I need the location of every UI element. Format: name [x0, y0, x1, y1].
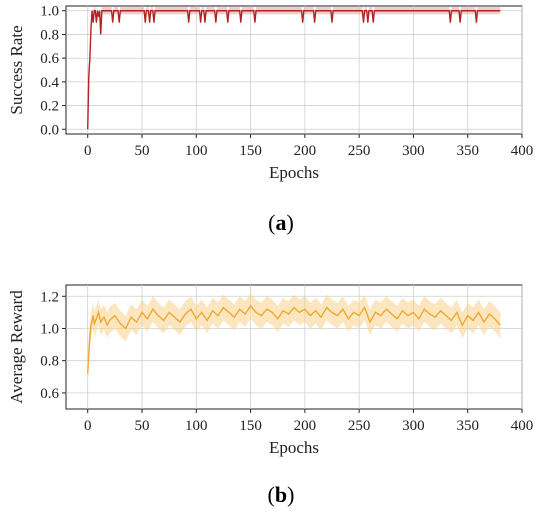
y-tick-label: 0.8 [40, 27, 59, 43]
y-axis-label-a: Success Rate [7, 25, 26, 114]
caption-b-close: ) [287, 482, 294, 507]
grid-a [66, 6, 523, 134]
series-b [87, 304, 501, 374]
series-band-a [87, 7, 501, 133]
series-a [87, 10, 501, 130]
average-reward-chart: 0 50 100 150 200 250 300 350 400 0.6 0.8 1.0 1.2 Ep… [7, 284, 533, 507]
y-tick-label: 1.2 [40, 289, 59, 305]
y-tick-label: 0.8 [40, 354, 59, 370]
series-line [87, 10, 501, 130]
y-axis-label-b: Average Reward [7, 290, 26, 404]
y-tick-label: 0.6 [40, 51, 59, 67]
x-tick-label: 200 [294, 143, 317, 159]
x-tick-label: 350 [456, 418, 479, 434]
x-tick-label: 400 [511, 143, 534, 159]
series-band [87, 7, 501, 133]
x-tick-label: 300 [402, 418, 425, 434]
caption-a-letter: a [276, 210, 287, 235]
success-rate-chart: 0 50 100 150 200 250 300 350 400 0.0 0.2 0.4 0.6 0.8… [7, 4, 533, 235]
x-ticks-b: 0 50 100 150 200 250 300 350 400 [84, 409, 533, 434]
y-tick-label: 0.2 [40, 99, 59, 115]
x-tick-label: 50 [135, 418, 150, 434]
x-axis-label-a: Epochs [269, 163, 319, 182]
x-ticks-a: 0 50 100 150 200 250 300 350 400 [84, 134, 533, 159]
series-band-b [87, 293, 501, 387]
y-tick-label: 1.0 [40, 321, 59, 337]
caption-b: (b) [268, 482, 295, 507]
x-tick-label: 150 [239, 143, 262, 159]
x-tick-label: 100 [185, 143, 208, 159]
caption-b-open: ( [268, 482, 275, 507]
caption-a-open: ( [268, 210, 275, 235]
x-tick-label: 150 [239, 418, 262, 434]
caption-b-letter: b [275, 482, 287, 507]
x-tick-label: 200 [294, 418, 317, 434]
y-tick-label: 0.0 [40, 122, 59, 138]
x-tick-label: 50 [135, 143, 150, 159]
x-tick-label: 250 [348, 143, 371, 159]
y-tick-label: 1.0 [40, 4, 59, 20]
x-tick-label: 100 [185, 418, 208, 434]
x-axis-label-b: Epochs [269, 438, 319, 457]
x-tick-label: 0 [84, 418, 92, 434]
series-band [87, 293, 501, 387]
x-tick-label: 400 [511, 418, 534, 434]
caption-a: (a) [268, 210, 294, 235]
y-tick-label: 0.4 [40, 75, 59, 91]
y-ticks-a: 0.0 0.2 0.4 0.6 0.8 1.0 [40, 4, 66, 138]
series-line [87, 304, 501, 374]
x-tick-label: 0 [84, 143, 92, 159]
caption-a-close: ) [287, 210, 294, 235]
x-tick-label: 350 [456, 143, 479, 159]
y-tick-label: 0.6 [40, 386, 59, 402]
y-ticks-b: 0.6 0.8 1.0 1.2 [40, 289, 66, 402]
x-tick-label: 250 [348, 418, 371, 434]
plot-frame-a [65, 5, 523, 135]
x-tick-label: 300 [402, 143, 425, 159]
